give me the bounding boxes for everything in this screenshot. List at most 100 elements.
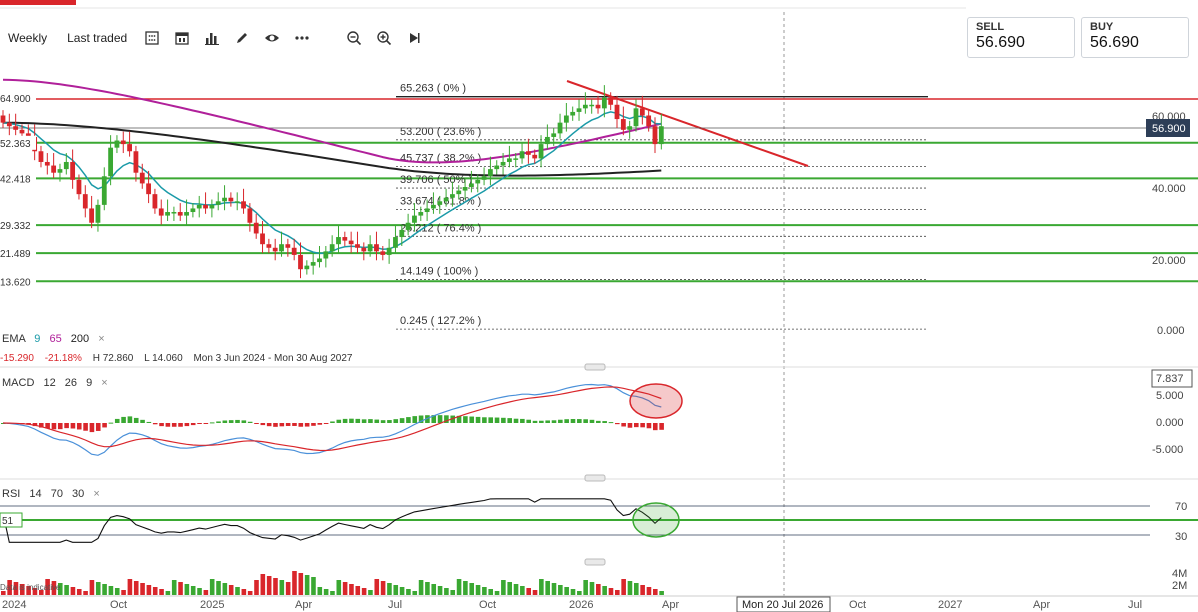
x-label: Jul	[388, 599, 402, 611]
macd-bar	[64, 423, 69, 429]
more-icon[interactable]	[289, 25, 315, 51]
candle-body	[500, 161, 506, 166]
candle-body	[304, 265, 310, 270]
volume-bar	[349, 584, 354, 595]
rsi-line	[2, 498, 662, 543]
candle-body	[367, 244, 373, 252]
x-label: Jul	[1128, 599, 1142, 611]
candle-body	[437, 201, 443, 205]
macd-bar	[652, 423, 658, 431]
macd-bar	[393, 419, 399, 423]
candle-body	[184, 212, 189, 216]
candle-body	[418, 212, 424, 216]
macd-legend[interactable]: MACD 12 26 9 ×	[2, 377, 108, 389]
play-icon[interactable]	[401, 25, 427, 51]
candle-body	[620, 119, 626, 130]
fibonacci-retracement[interactable]: 65.263 ( 0% )53.200 ( 23.6% )45.737 ( 38…	[396, 83, 928, 330]
macd-bar	[399, 418, 405, 423]
calculator-icon[interactable]	[139, 25, 165, 51]
volume-bar	[311, 577, 316, 595]
volume-bar	[146, 585, 152, 595]
volume-bar	[475, 585, 481, 595]
volume-bar	[545, 581, 550, 595]
bar-chart-icon[interactable]	[199, 25, 225, 51]
macd-bar	[76, 423, 82, 430]
candle-body	[525, 151, 531, 155]
volume-bar	[425, 582, 430, 595]
macd-bar	[32, 423, 38, 427]
volume-bar	[406, 589, 411, 595]
zoom-out-icon[interactable]	[341, 25, 367, 51]
macd-bar	[298, 423, 304, 427]
volume-bar	[374, 579, 380, 595]
calendar-icon[interactable]	[169, 25, 195, 51]
volume-bar	[76, 589, 82, 595]
candle-body	[595, 104, 601, 109]
volume-bar	[178, 582, 183, 595]
candle-body	[646, 115, 652, 127]
price-mode-selector[interactable]: Last traded	[67, 31, 128, 45]
candle-body	[589, 104, 595, 107]
macd-bar	[83, 423, 88, 431]
level-tag	[0, 90, 36, 105]
macd-bar	[596, 420, 601, 423]
candle-body	[513, 158, 519, 160]
volume-bar	[323, 589, 329, 595]
macd-bar	[165, 423, 171, 427]
sell-price-box[interactable]: SELL 56.690	[967, 17, 1075, 58]
rsi-axis-label: 30	[1175, 531, 1187, 543]
macd-bar	[570, 419, 576, 423]
candle-body	[114, 140, 120, 148]
candle-body	[399, 229, 405, 238]
volume-bar	[317, 587, 323, 595]
macd-bar	[323, 423, 329, 424]
pane-resize-handle[interactable]	[584, 363, 606, 371]
volume-bar	[279, 580, 285, 595]
horizontal-levels	[0, 141, 1198, 283]
rsi-legend[interactable]: RSI 14 70 30 ×	[2, 488, 100, 500]
pane-resize-handle[interactable]	[584, 474, 606, 482]
sell-value: 56.690	[976, 34, 1025, 51]
macd-bar	[412, 416, 418, 423]
level-label: 21.489	[0, 249, 31, 260]
macd-bar	[45, 423, 50, 429]
volume-bar	[159, 589, 164, 595]
volume-bar	[539, 579, 544, 595]
trendline[interactable]	[566, 80, 809, 167]
pane-resize-handle[interactable]	[584, 558, 606, 566]
x-label: Apr	[662, 599, 679, 611]
macd-bar	[488, 417, 494, 423]
macd-bar	[463, 416, 468, 423]
macd-bar	[640, 423, 645, 428]
volume-bar	[532, 590, 538, 595]
eye-icon[interactable]	[259, 25, 285, 51]
macd-bar	[190, 423, 196, 426]
candle-body	[57, 169, 63, 173]
volume-bar	[418, 580, 424, 595]
volume-bar	[551, 583, 557, 595]
volume-bar	[513, 584, 519, 595]
zoom-in-icon[interactable]	[371, 25, 397, 51]
buy-label: BUY	[1090, 21, 1114, 33]
macd-axis-label: 0.000	[1156, 417, 1184, 429]
buy-price-box[interactable]: BUY 56.690	[1081, 17, 1189, 58]
crosshair-date: Mon 20 Jul 2026	[742, 599, 823, 611]
interval-selector[interactable]: Weekly	[8, 31, 48, 45]
volume-bar	[469, 583, 475, 595]
macd-bar	[159, 423, 164, 427]
y-label: 20.000	[1152, 255, 1186, 267]
macd-bar	[317, 423, 323, 425]
candle-body	[190, 208, 196, 213]
rsi-left-value: 51	[2, 516, 14, 527]
volume-bar	[342, 582, 348, 595]
candle-body	[450, 194, 455, 198]
ema-legend[interactable]: EMA 9 65 200 ×	[2, 333, 105, 345]
macd-bar	[456, 415, 462, 423]
left-level-labels: 64.900 52.363 42.418 29.332 21.489 13.620	[0, 90, 36, 289]
macd-bar	[266, 423, 272, 427]
pencil-icon[interactable]	[229, 25, 255, 51]
candles[interactable]	[0, 85, 664, 279]
candle-body	[241, 201, 246, 209]
macd-bar	[501, 417, 506, 423]
